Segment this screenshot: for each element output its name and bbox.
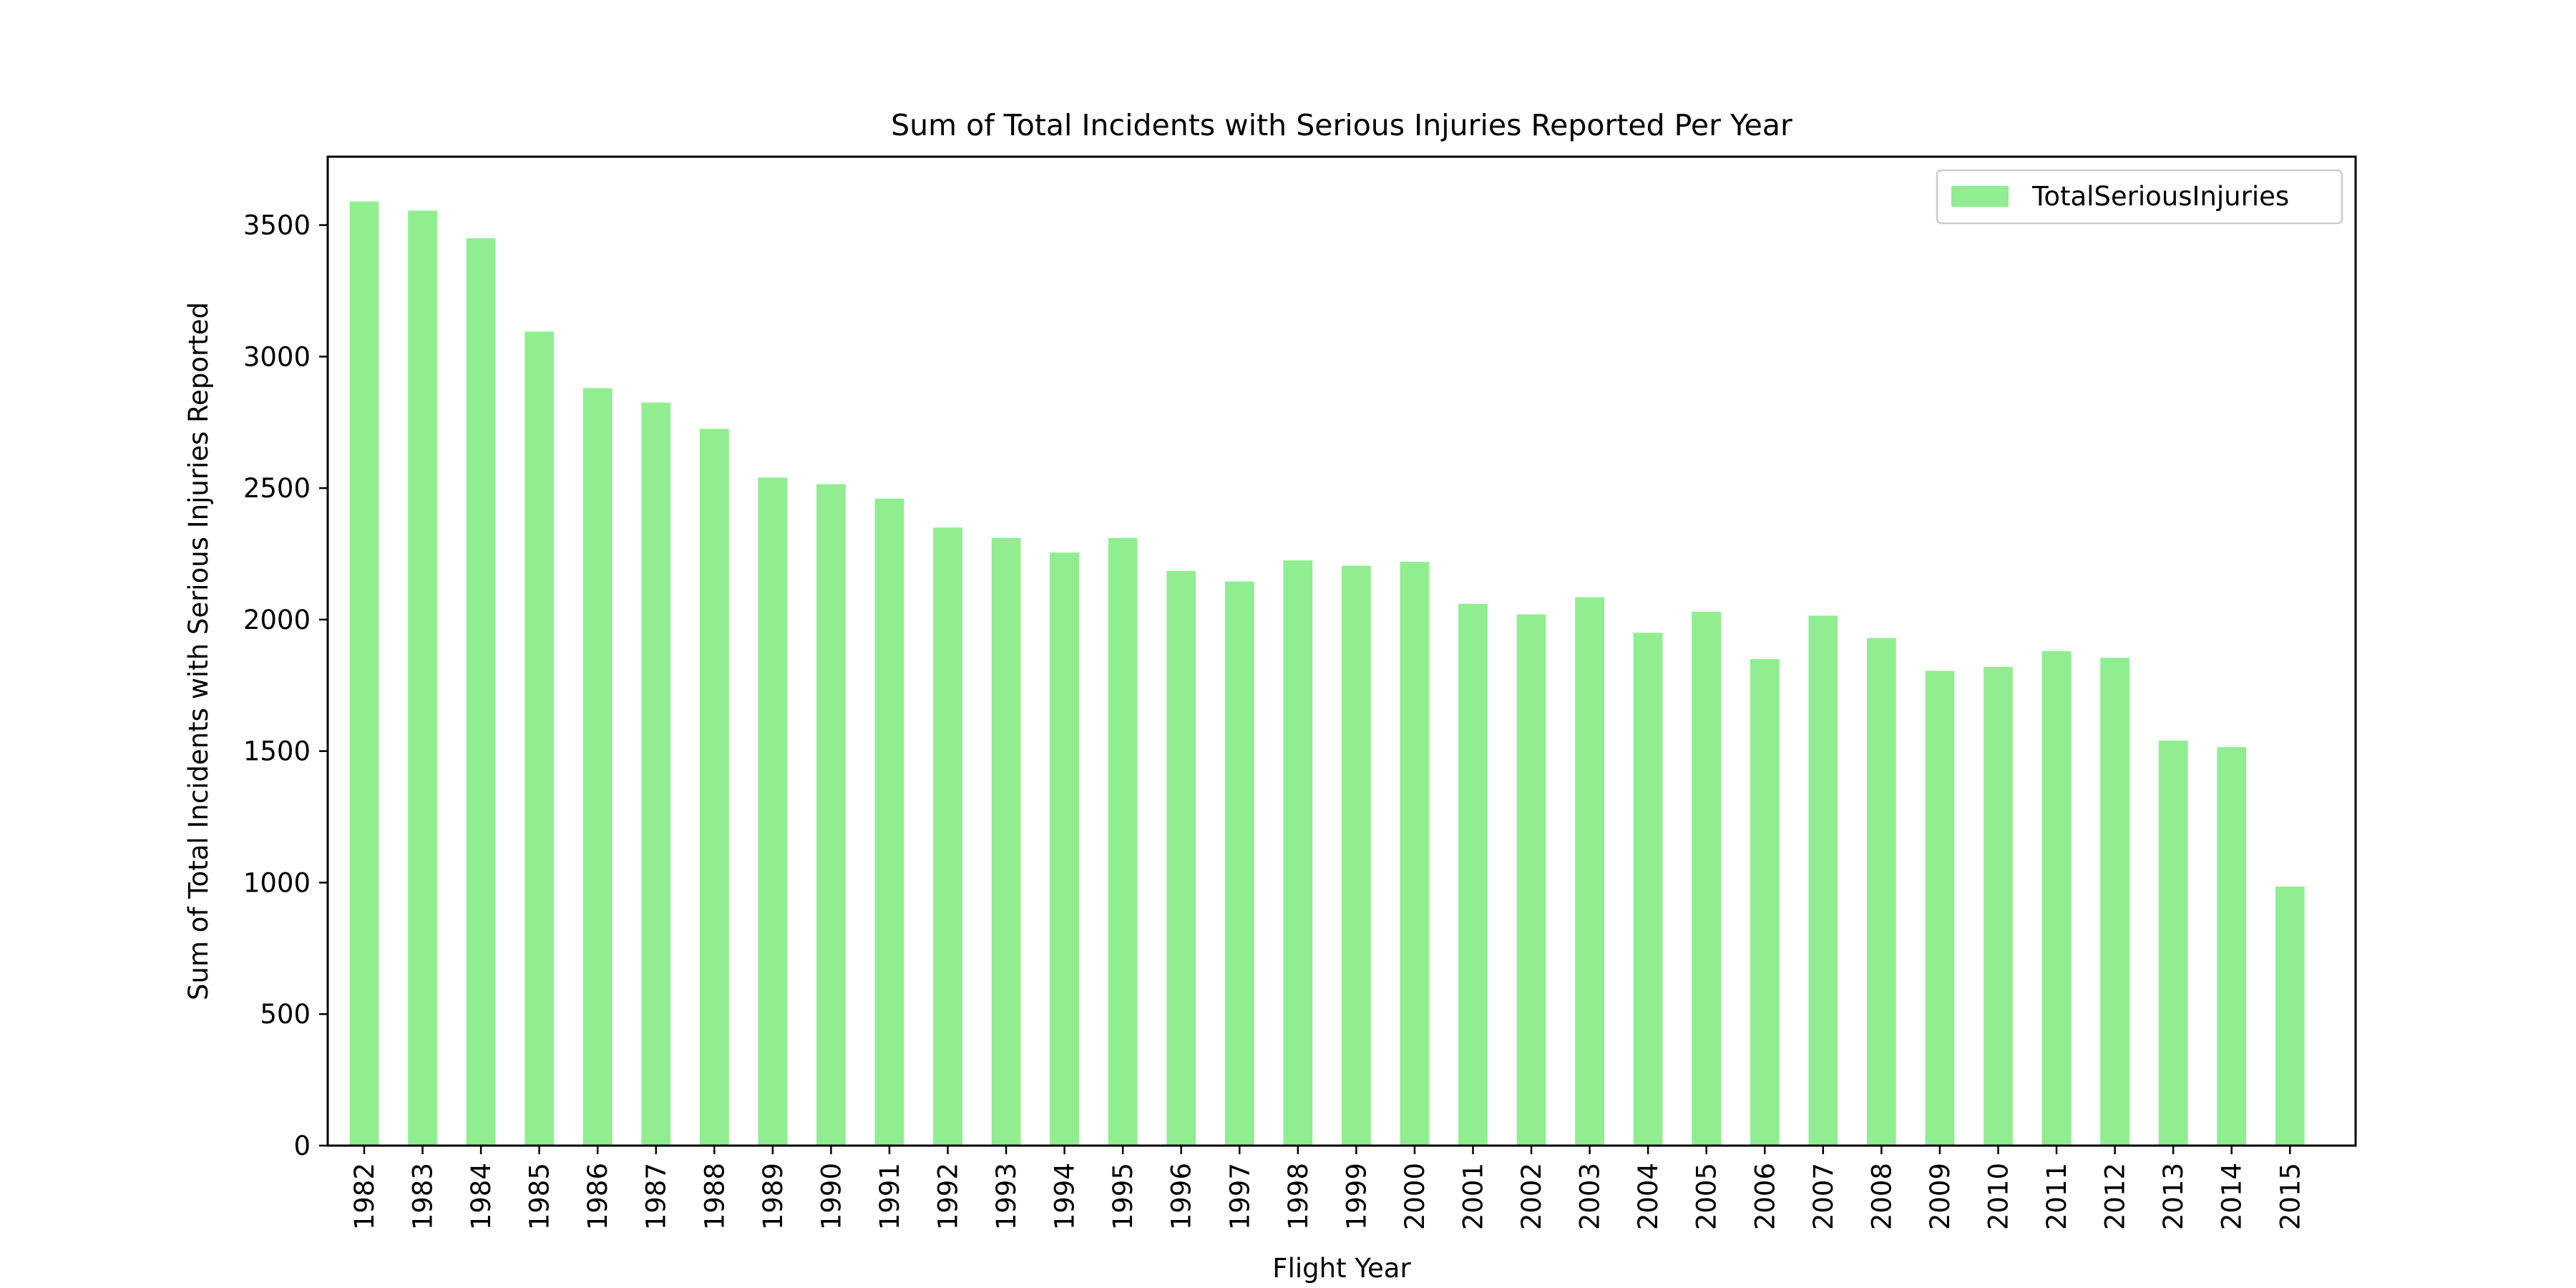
x-tick-label: 2009 [1925, 1163, 1956, 1230]
x-tick-label: 1989 [758, 1163, 789, 1230]
bar-1986 [582, 388, 613, 1146]
bar-1983 [408, 210, 437, 1146]
x-tick-label: 2000 [1400, 1163, 1430, 1230]
bar-2013 [2158, 740, 2188, 1146]
bar-2000 [1400, 562, 1430, 1146]
y-tick-label: 2500 [243, 473, 311, 504]
x-tick-label: 1983 [408, 1163, 439, 1230]
x-tick-label: 2007 [1808, 1163, 1839, 1230]
bar-2014 [2217, 747, 2247, 1146]
x-tick-label: 2013 [2158, 1163, 2189, 1230]
bar-2007 [1808, 615, 1838, 1146]
chart-title: Sum of Total Incidents with Serious Inju… [891, 108, 1792, 142]
y-axis-ticks: 0 500 1000 1500 2000 2500 3000 3500 [243, 210, 328, 1161]
legend-frame [1936, 169, 2343, 225]
bar-1993 [991, 537, 1021, 1146]
bar-1994 [1050, 552, 1080, 1146]
bar-2003 [1575, 597, 1604, 1146]
bar-1990 [816, 484, 846, 1146]
x-tick-label: 2002 [1516, 1163, 1547, 1230]
bar-2002 [1516, 614, 1546, 1146]
x-tick-label: 1985 [525, 1163, 555, 1230]
x-tick-label: 2008 [1866, 1163, 1897, 1230]
legend: TotalSeriousInjuries [1936, 169, 2343, 225]
bar-1988 [699, 429, 729, 1146]
x-tick-label: 2010 [1983, 1163, 2014, 1230]
y-tick-label: 0 [293, 1131, 311, 1161]
bar-1991 [874, 498, 904, 1146]
bar-1998 [1283, 560, 1313, 1146]
x-tick-label: 1991 [874, 1163, 905, 1230]
x-tick-label: 1982 [349, 1163, 380, 1230]
x-tick-label: 1995 [1108, 1163, 1138, 1230]
x-tick-label: 2015 [2275, 1163, 2306, 1230]
x-axis-label: Flight Year [1272, 1253, 1411, 1284]
bar-2011 [2041, 651, 2072, 1146]
x-tick-label: 1993 [991, 1163, 1022, 1230]
plot-frame [326, 155, 2357, 1147]
bar-2005 [1692, 611, 1722, 1146]
bar-1987 [641, 402, 671, 1146]
x-tick-label: 1987 [641, 1163, 672, 1230]
legend-label: TotalSeriousInjuries [2031, 181, 2289, 212]
y-tick-label: 2000 [243, 605, 311, 635]
x-tick-label: 1998 [1283, 1163, 1314, 1230]
bar-2010 [1984, 667, 2013, 1146]
y-axis-label: Sum of Total Incidents with Serious Inju… [183, 302, 214, 1000]
bar-1997 [1224, 581, 1254, 1146]
x-tick-label: 2006 [1750, 1163, 1780, 1230]
bar-1989 [758, 477, 788, 1146]
x-tick-label: 2004 [1633, 1163, 1664, 1230]
bar-1996 [1166, 570, 1196, 1146]
bar-1984 [466, 238, 496, 1146]
x-tick-label: 2001 [1458, 1163, 1489, 1230]
bar-1992 [933, 527, 962, 1146]
bar-2015 [2275, 886, 2305, 1146]
x-tick-label: 1988 [699, 1163, 730, 1230]
x-tick-label: 2011 [2041, 1163, 2072, 1230]
x-tick-label: 2014 [2217, 1163, 2248, 1230]
x-tick-label: 2005 [1692, 1163, 1722, 1230]
x-tick-label: 1996 [1166, 1163, 1197, 1230]
y-tick-label: 500 [260, 999, 311, 1030]
bar-2008 [1866, 638, 1896, 1146]
y-tick-label: 3000 [243, 341, 311, 372]
bar-2006 [1750, 659, 1780, 1146]
bar-2012 [2100, 658, 2129, 1146]
bar-1995 [1108, 537, 1138, 1146]
y-tick-label: 1000 [243, 867, 311, 898]
x-tick-label: 2012 [2100, 1163, 2131, 1230]
y-tick-label: 1500 [243, 736, 311, 767]
x-axis-ticks: 1982 1983 1984 1985 1986 1987 1988 1989 1990 1991… [349, 1146, 2306, 1230]
bar-1999 [1342, 565, 1371, 1146]
bar-2009 [1925, 670, 1955, 1146]
x-tick-label: 2003 [1575, 1163, 1606, 1230]
x-tick-label: 1999 [1341, 1163, 1372, 1230]
x-tick-label: 1990 [816, 1163, 847, 1230]
x-tick-label: 1994 [1050, 1163, 1080, 1230]
y-tick-label: 3500 [243, 210, 311, 241]
legend-swatch [1951, 186, 2009, 207]
x-tick-label: 1986 [582, 1163, 613, 1230]
bars-layer [349, 201, 2305, 1146]
bar-1985 [525, 331, 555, 1146]
x-tick-label: 1997 [1224, 1163, 1255, 1230]
x-tick-label: 1992 [933, 1163, 964, 1230]
bar-1982 [349, 201, 379, 1146]
bar-2001 [1458, 603, 1488, 1146]
x-tick-label: 1984 [466, 1163, 497, 1230]
bar-2004 [1633, 633, 1663, 1146]
